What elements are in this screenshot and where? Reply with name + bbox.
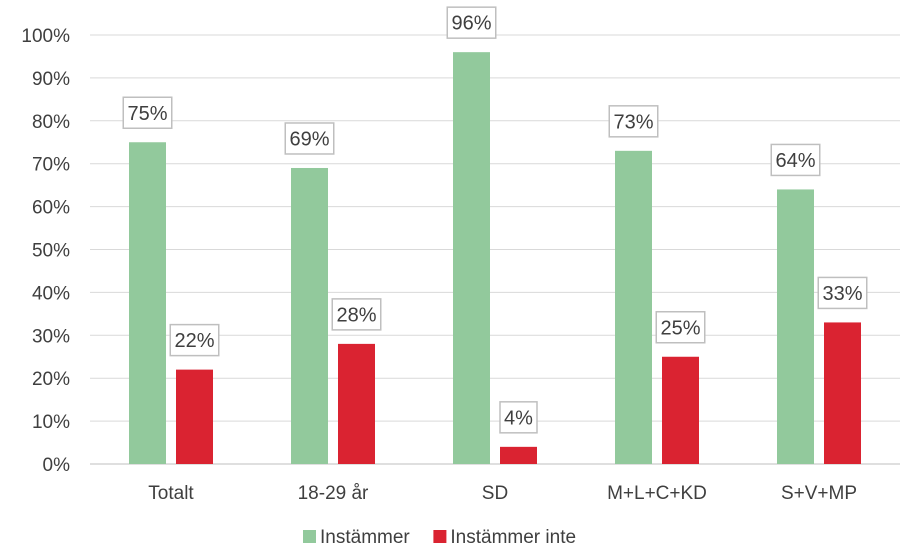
y-tick-label: 0% bbox=[43, 455, 71, 476]
bar bbox=[777, 189, 814, 464]
y-tick-label: 80% bbox=[32, 112, 70, 133]
y-tick-label: 30% bbox=[32, 326, 70, 347]
bar bbox=[662, 356, 699, 464]
legend-swatch bbox=[303, 530, 316, 543]
bars bbox=[129, 52, 861, 465]
y-tick-label: 50% bbox=[32, 241, 70, 262]
y-tick-label: 20% bbox=[32, 369, 70, 390]
data-label: 33% bbox=[822, 283, 862, 305]
bar bbox=[615, 150, 652, 464]
data-label-box bbox=[499, 401, 538, 434]
data-label: 28% bbox=[336, 304, 376, 326]
legend: Instämmer Instämmer inte bbox=[303, 527, 576, 548]
data-label-box bbox=[284, 122, 335, 155]
data-label: 73% bbox=[613, 111, 653, 133]
bar bbox=[453, 52, 490, 464]
x-tick-label: S+V+MP bbox=[781, 483, 857, 504]
legend-label: Instämmer inte bbox=[450, 527, 576, 548]
y-tick-label: 90% bbox=[32, 69, 70, 90]
data-label-box bbox=[169, 323, 220, 357]
x-axis: Totalt 18-29 år SD M+L+C+KD S+V+MP bbox=[148, 483, 857, 504]
x-tick-label: SD bbox=[482, 483, 508, 504]
data-label: 4% bbox=[504, 407, 533, 429]
y-tick-label: 10% bbox=[32, 412, 70, 433]
y-axis: 0% 10% 20% 30% 40% 50% 60% 70% 80% 90% 100% bbox=[21, 26, 70, 476]
data-label: 64% bbox=[775, 150, 815, 172]
data-label-box bbox=[817, 276, 868, 310]
y-tick-label: 60% bbox=[32, 198, 70, 219]
legend-swatch bbox=[433, 530, 447, 543]
data-label-box bbox=[122, 96, 173, 129]
x-tick-label: 18-29 år bbox=[298, 483, 369, 504]
data-label-box bbox=[446, 6, 497, 39]
y-tick-label: 100% bbox=[21, 26, 70, 47]
x-tick-label: Totalt bbox=[148, 483, 194, 504]
bar bbox=[500, 446, 537, 464]
bar bbox=[824, 322, 861, 464]
data-label-box bbox=[655, 311, 706, 344]
gridlines bbox=[90, 34, 900, 465]
y-tick-label: 70% bbox=[32, 155, 70, 176]
legend-label: Instämmer bbox=[320, 527, 410, 548]
y-tick-label: 40% bbox=[32, 283, 70, 304]
x-tick-label: M+L+C+KD bbox=[607, 483, 707, 504]
data-label: 96% bbox=[451, 13, 491, 35]
data-label: 69% bbox=[289, 128, 329, 150]
data-label: 22% bbox=[174, 330, 214, 352]
bar bbox=[338, 343, 375, 464]
data-label: 75% bbox=[127, 103, 167, 125]
bar bbox=[291, 167, 328, 465]
data-labels: 75% 22% 69% 28% 96% 4% 73% 25% 64% 33% bbox=[122, 6, 868, 434]
data-label-box bbox=[608, 105, 659, 138]
data-label-box bbox=[770, 143, 821, 177]
data-label: 25% bbox=[660, 317, 700, 339]
bar bbox=[129, 142, 166, 464]
bar bbox=[176, 369, 213, 464]
data-label-box bbox=[331, 298, 382, 331]
